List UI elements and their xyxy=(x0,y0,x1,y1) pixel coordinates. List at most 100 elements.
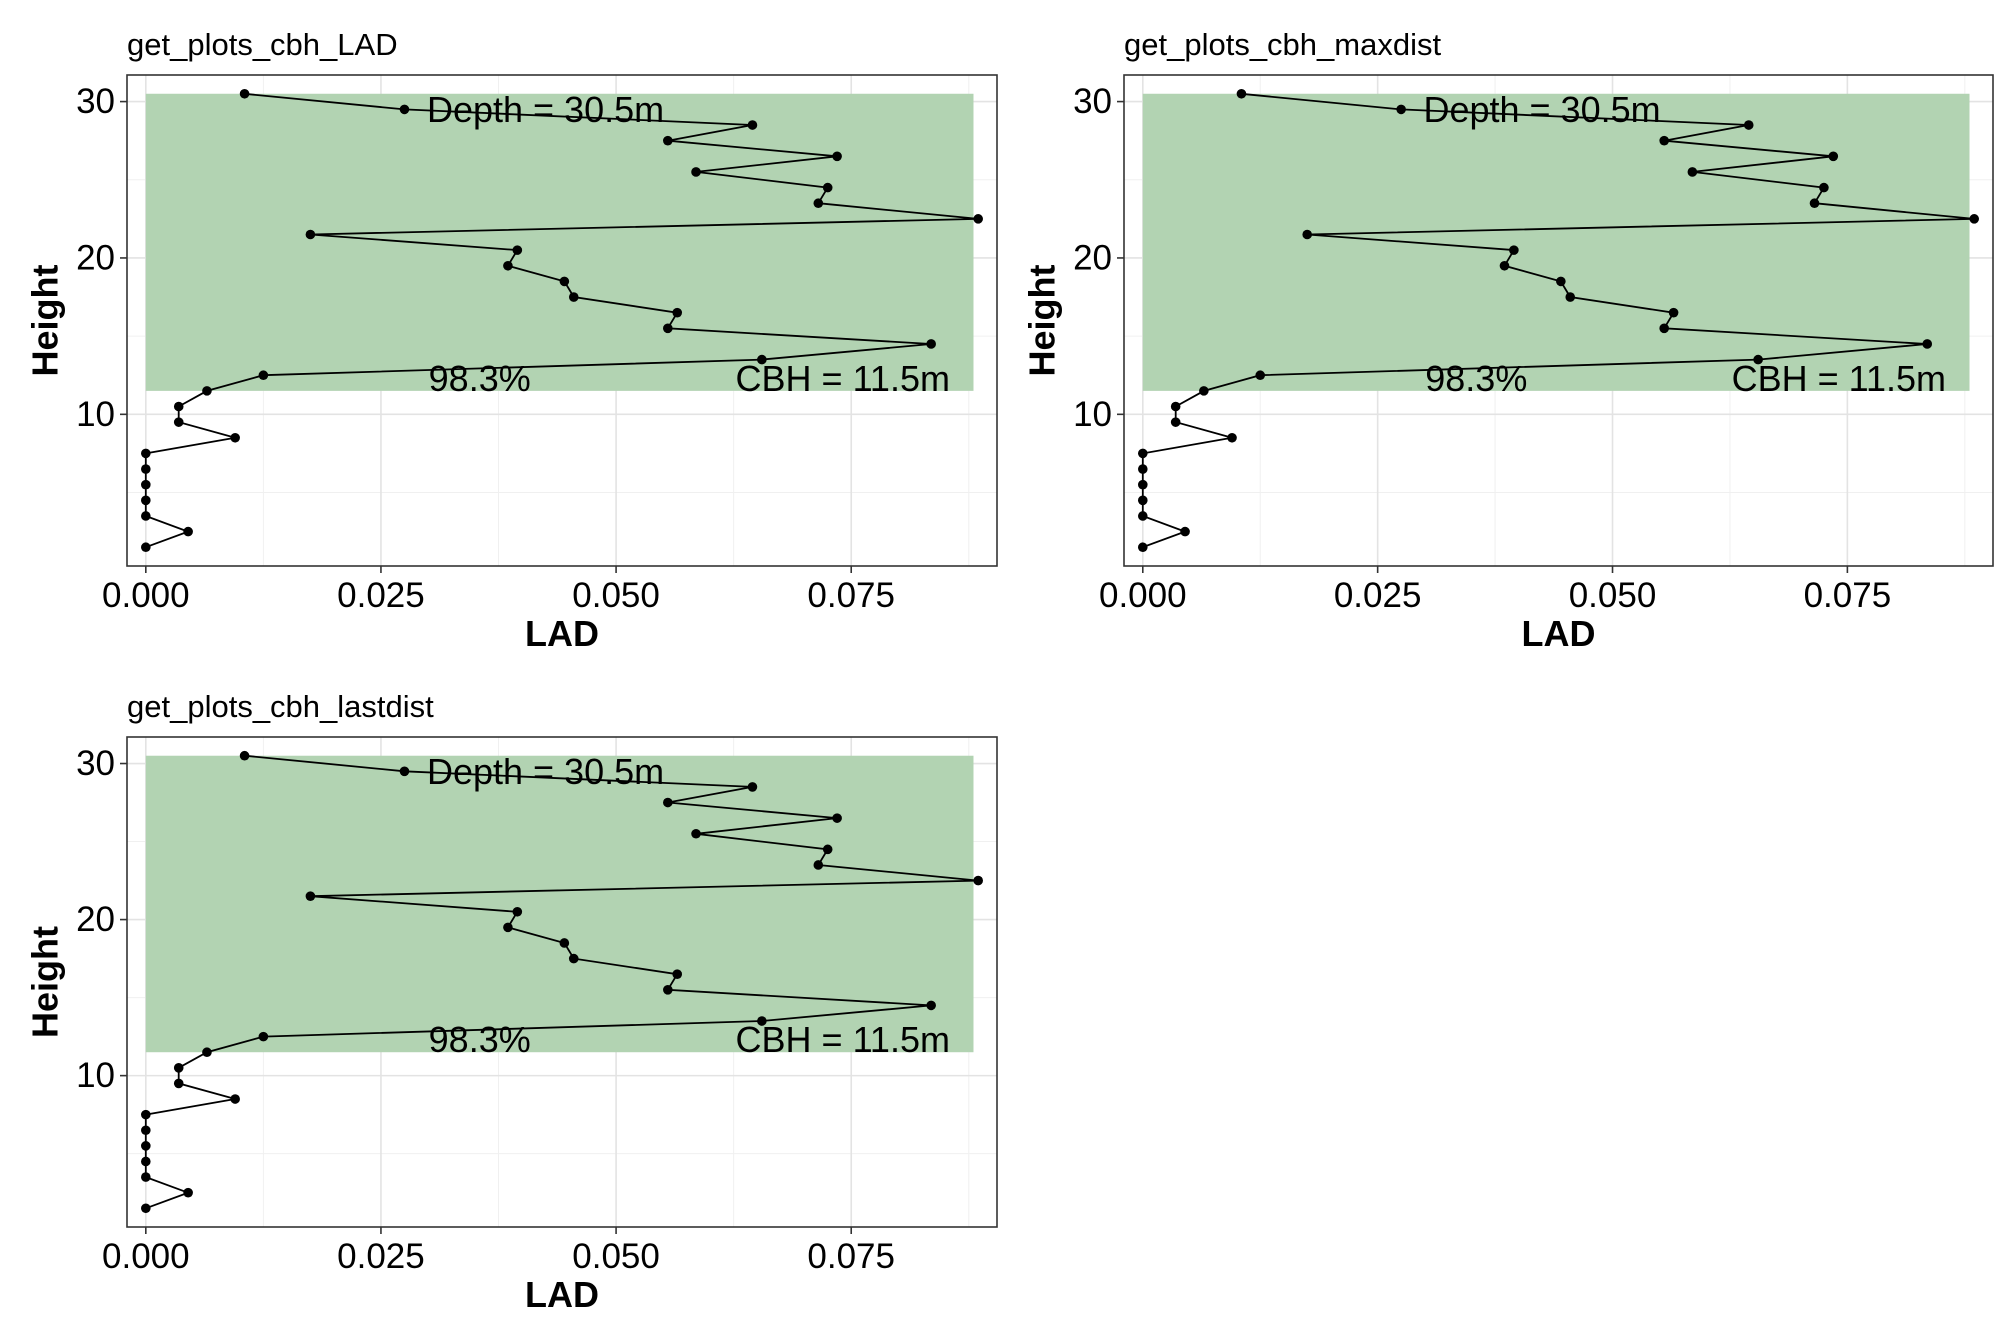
data-point xyxy=(757,354,767,365)
data-point xyxy=(1828,151,1839,162)
data-point xyxy=(173,1078,184,1089)
data-point xyxy=(559,938,570,948)
data-point xyxy=(559,276,570,287)
data-point xyxy=(141,1172,151,1182)
data-point xyxy=(672,307,683,318)
data-point xyxy=(230,432,240,443)
panel-title: get_plots_cbh_maxdist xyxy=(1124,27,1441,62)
data-point xyxy=(672,969,683,979)
data-point xyxy=(822,844,833,855)
data-point xyxy=(173,401,184,412)
y-tick-label: 10 xyxy=(1073,395,1112,434)
x-tick-label: 0.025 xyxy=(1334,576,1422,615)
data-point xyxy=(503,922,513,933)
canopy-shaded-region xyxy=(145,93,974,391)
x-tick-label: 0.075 xyxy=(807,1237,895,1276)
data-point xyxy=(183,1187,193,1198)
data-point xyxy=(1199,386,1209,396)
data-point xyxy=(1137,511,1148,521)
annotation-label: CBH = 11.5m xyxy=(736,1019,950,1060)
x-axis-title: LAD xyxy=(525,613,599,654)
data-point xyxy=(141,1156,151,1167)
data-point xyxy=(1170,417,1181,427)
data-point xyxy=(1137,542,1148,553)
data-point xyxy=(141,1109,151,1120)
data-point xyxy=(1687,167,1698,177)
canopy-shaded-region xyxy=(145,755,974,1053)
data-point xyxy=(813,198,824,209)
data-point xyxy=(399,104,410,115)
data-point xyxy=(973,875,983,886)
annotation-label: Depth = 30.5m xyxy=(427,751,664,792)
data-point xyxy=(1170,401,1181,412)
x-tick-label: 0.025 xyxy=(337,576,425,615)
x-tick-label: 0.025 xyxy=(337,1237,425,1276)
panel-title: get_plots_cbh_lastdist xyxy=(127,689,434,724)
data-point xyxy=(239,88,250,99)
data-point xyxy=(1499,260,1510,271)
data-point xyxy=(1255,370,1266,381)
y-tick-label: 10 xyxy=(76,1056,115,1095)
data-point xyxy=(258,1031,269,1042)
data-point xyxy=(141,1141,151,1151)
data-point xyxy=(1922,339,1933,349)
annotation-label: CBH = 11.5m xyxy=(736,358,950,399)
data-point xyxy=(512,906,523,917)
annotation-label: 98.3% xyxy=(429,358,531,399)
data-point xyxy=(1137,448,1148,459)
x-axis-title: LAD xyxy=(1522,613,1596,654)
y-tick-label: 30 xyxy=(76,744,115,783)
data-point xyxy=(141,511,151,521)
data-point xyxy=(1509,245,1519,255)
data-point xyxy=(663,797,673,808)
data-point xyxy=(813,860,824,870)
x-axis-title: LAD xyxy=(525,1274,599,1315)
data-point xyxy=(1969,214,1980,224)
x-tick-label: 0.050 xyxy=(572,576,660,615)
data-point xyxy=(757,1016,767,1026)
data-point xyxy=(305,229,316,240)
x-tick-label: 0.050 xyxy=(1569,576,1657,615)
data-point xyxy=(926,1000,936,1011)
data-point xyxy=(512,245,523,255)
y-tick-label: 10 xyxy=(76,395,115,434)
data-point xyxy=(141,479,151,490)
data-point xyxy=(503,260,513,271)
y-axis-title: Height xyxy=(1022,264,1063,376)
data-point xyxy=(239,750,250,761)
data-point xyxy=(173,417,184,427)
data-point xyxy=(1137,495,1148,506)
x-tick-label: 0.075 xyxy=(1804,576,1892,615)
data-point xyxy=(1302,229,1312,240)
data-point xyxy=(141,464,151,474)
data-point xyxy=(822,182,833,193)
data-point xyxy=(568,292,579,302)
data-point xyxy=(1659,135,1669,146)
chart-panel-2: Depth = 30.5m 98.3% CBH = 11.5m 0.000 0.025 0… xyxy=(1022,27,1994,654)
data-point xyxy=(258,370,269,381)
data-point xyxy=(230,1094,240,1104)
data-point xyxy=(141,1125,151,1136)
data-point xyxy=(1565,292,1576,302)
data-point xyxy=(663,135,673,146)
data-point xyxy=(691,167,701,177)
data-point xyxy=(973,214,983,224)
y-axis-title: Height xyxy=(25,926,66,1038)
data-point xyxy=(202,386,212,396)
data-point xyxy=(832,151,842,162)
y-tick-label: 20 xyxy=(1073,238,1112,277)
y-tick-label: 20 xyxy=(76,238,115,277)
y-tick-label: 20 xyxy=(76,900,115,939)
chart-panel-1: Depth = 30.5m 98.3% CBH = 11.5m 0.000 0.025 0… xyxy=(25,27,998,654)
plot-border xyxy=(126,736,998,1228)
data-point xyxy=(141,448,151,459)
data-point xyxy=(305,891,316,901)
annotation-label: Depth = 30.5m xyxy=(1423,89,1660,130)
chart-panel-3: Depth = 30.5m 98.3% CBH = 11.5m 0.000 0.025 0… xyxy=(25,689,998,1315)
plot-border xyxy=(126,74,998,567)
data-point xyxy=(1809,198,1820,209)
data-point xyxy=(1556,276,1566,287)
data-point xyxy=(1137,479,1148,490)
annotation-label: 98.3% xyxy=(429,1019,531,1060)
